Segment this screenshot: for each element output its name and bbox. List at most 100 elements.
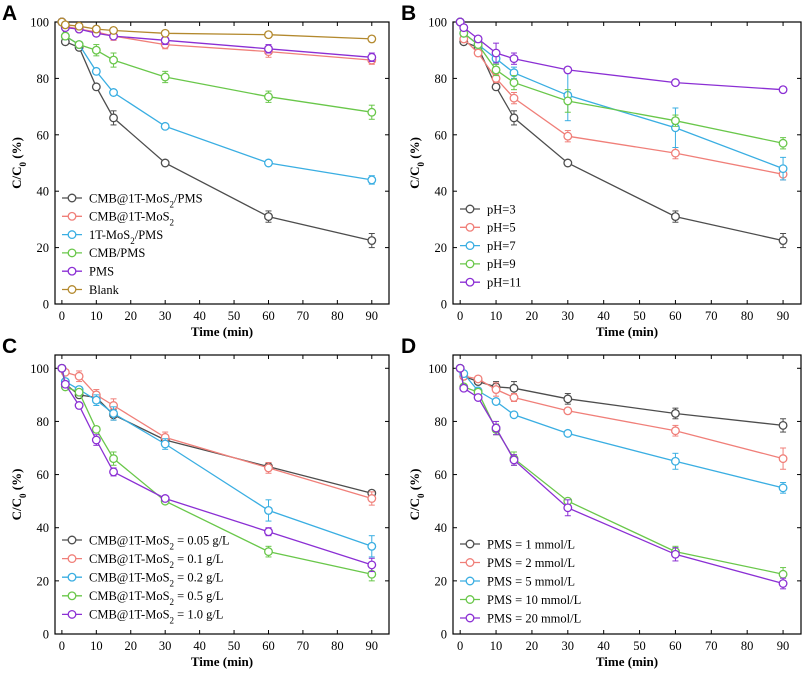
legend-swatch-marker (465, 241, 475, 251)
legend-label: pH=3 (487, 202, 516, 216)
series-line (459, 21, 784, 170)
legend-item: CMB@1T-MoS2/PMS (62, 191, 203, 209)
x-tick-label: 70 (705, 309, 718, 323)
series-line (61, 368, 373, 547)
x-tick-label: 80 (741, 639, 754, 653)
y-tick-label: 20 (435, 574, 448, 588)
legend-label: pH=5 (487, 221, 516, 235)
legend-label-name: pH=7 (487, 239, 516, 253)
plot-frame (54, 21, 390, 305)
y-tick-label: 60 (37, 128, 50, 142)
data-point (491, 48, 501, 58)
data-point (778, 569, 788, 579)
data-point (509, 113, 519, 123)
panel-d: D 0 10 20 30 40 50 60 70 80 90 0 20 40 60 80 100 Time (mi… (401, 335, 802, 669)
data-point (109, 454, 118, 464)
legend-label: pH=9 (487, 257, 516, 271)
x-tick-label: 50 (633, 309, 646, 323)
legend-label: PMS = 10 mmol/L (487, 593, 581, 607)
x-tick-label: 30 (562, 309, 575, 323)
data-point (160, 158, 170, 168)
legend-label-name: PMS (89, 265, 114, 279)
x-tick-label: 20 (125, 639, 138, 653)
data-point (509, 93, 519, 103)
x-tick-label: 70 (705, 639, 718, 653)
legend-swatch-marker (67, 609, 77, 619)
data-point (74, 401, 84, 410)
y-tick-label: 100 (30, 16, 49, 30)
legend-swatch-marker (67, 248, 77, 258)
x-tick-label: 20 (125, 309, 138, 323)
legend-label-subscript: 2 (170, 560, 175, 570)
plot-frame (452, 21, 802, 305)
data-point (367, 107, 377, 117)
legend-label-name: pH=5 (487, 221, 516, 235)
x-tick-label: 10 (490, 309, 503, 323)
x-tick-label: 30 (562, 639, 575, 653)
data-point (491, 385, 501, 394)
legend-swatch-marker (465, 576, 475, 586)
data-point (563, 394, 573, 404)
y-axis-title-unit: (%) (407, 469, 422, 494)
series-line (459, 21, 784, 175)
panel-letter: C (2, 335, 17, 358)
y-tick-label: 100 (30, 362, 49, 376)
y-axis-title-main: C/C (9, 167, 24, 189)
legend-label-name: CMB@1T-MoS (89, 589, 170, 603)
y-tick-label: 40 (37, 185, 50, 199)
y-tick-label: 20 (37, 241, 50, 255)
data-point (264, 92, 273, 102)
series-4 (57, 363, 377, 582)
legend-label-subscript: 2 (130, 236, 135, 246)
x-tick-label: 60 (669, 639, 682, 653)
data-point (563, 158, 573, 168)
y-axis-title: C/C0 (%) (9, 137, 28, 189)
x-axis-title: Time (min) (596, 324, 658, 339)
data-point (160, 121, 170, 131)
legend-label: CMB@1T-MoS2 = 1.0 g/L (89, 608, 223, 626)
panel-letter: D (401, 335, 416, 358)
panel-b: B 0 10 20 30 40 50 60 70 80 90 0 20 40 60 80 100 Time (mi… (401, 2, 802, 339)
y-tick-label: 80 (37, 415, 50, 429)
legend-label-suffix: = 0.5 g/L (174, 589, 223, 603)
legend-swatch-marker (67, 285, 77, 294)
y-tick-label: 40 (435, 521, 448, 535)
x-tick-label: 90 (366, 639, 379, 653)
legend-item: PMS = 10 mmol/L (460, 593, 581, 607)
x-tick-label: 90 (366, 309, 379, 323)
y-tick-label: 60 (435, 128, 448, 142)
data-point (60, 20, 70, 30)
y-axis-title: C/C0 (%) (407, 137, 426, 189)
data-point (778, 483, 788, 493)
legend-label-subscript: 2 (170, 616, 175, 626)
data-point (491, 423, 501, 433)
series-6 (57, 17, 377, 44)
data-point (60, 379, 70, 389)
y-axis-title-unit: (%) (9, 137, 24, 162)
legend-label-suffix: = 0.05 g/L (174, 533, 230, 547)
series-line (459, 368, 784, 427)
legend-label: CMB@1T-MoS2 = 0.05 g/L (89, 533, 230, 551)
y-axis-title-unit: (%) (9, 469, 24, 494)
legend-label-name: PMS = 10 mmol/L (487, 593, 581, 607)
data-point (91, 24, 101, 34)
series-3 (57, 17, 377, 185)
legend: pH=3 pH=5 pH=7 pH=9 pH=11 (460, 202, 521, 290)
x-tick-label: 60 (669, 309, 682, 323)
legend-label-suffix: = 1.0 g/L (174, 608, 223, 622)
legend-item: pH=3 (460, 202, 516, 216)
legend-swatch-marker (67, 266, 77, 276)
legend-label-name: Blank (89, 283, 120, 297)
legend-item: PMS = 1 mmol/L (460, 537, 575, 551)
x-tick-label: 60 (262, 639, 275, 653)
legend-label: pH=11 (487, 276, 521, 290)
series-2 (455, 17, 788, 181)
data-point (509, 393, 519, 402)
x-tick-label: 40 (193, 639, 206, 653)
legend-item: PMS = 2 mmol/L (460, 556, 575, 570)
data-point (509, 54, 519, 64)
series-2 (57, 17, 377, 65)
legend-label-suffix: /PMS (174, 191, 203, 205)
x-tick-label: 0 (457, 639, 463, 653)
